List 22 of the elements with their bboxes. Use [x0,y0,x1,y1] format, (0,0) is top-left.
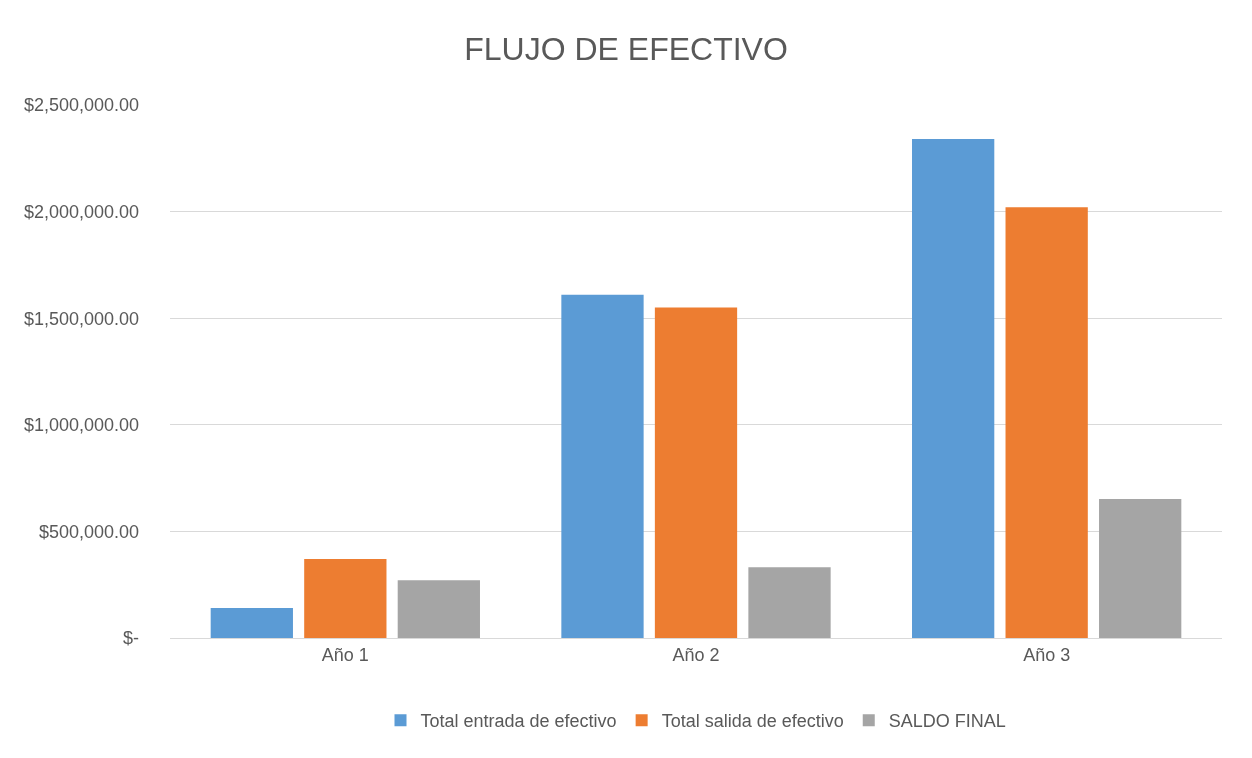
y-tick-label: $1,500,000.00 [23,308,139,329]
y-tick-label: $- [122,628,139,649]
bar [210,607,293,638]
y-tick-label: $500,000.00 [38,521,139,542]
bar [561,294,644,638]
bar [1005,207,1088,638]
legend-label: Total salida de efectivo [661,711,844,732]
y-tick-label: $1,000,000.00 [23,415,139,436]
bar [304,559,387,638]
bar [748,567,831,638]
legend-label: SALDO FINAL [888,711,1006,732]
x-tick-label: Año 3 [1023,644,1071,665]
bar [1099,498,1182,638]
bar [912,139,995,638]
x-tick-label: Año 2 [672,644,720,665]
y-tick-label: $2,000,000.00 [23,201,139,222]
y-tick-label: $2,500,000.00 [23,95,139,116]
legend-label: Total entrada de efectivo [420,711,617,732]
chart-title: FLUJO DE EFECTIVO [464,31,788,68]
x-tick-label: Año 1 [321,644,369,665]
bar [397,580,480,638]
bar [654,307,738,638]
